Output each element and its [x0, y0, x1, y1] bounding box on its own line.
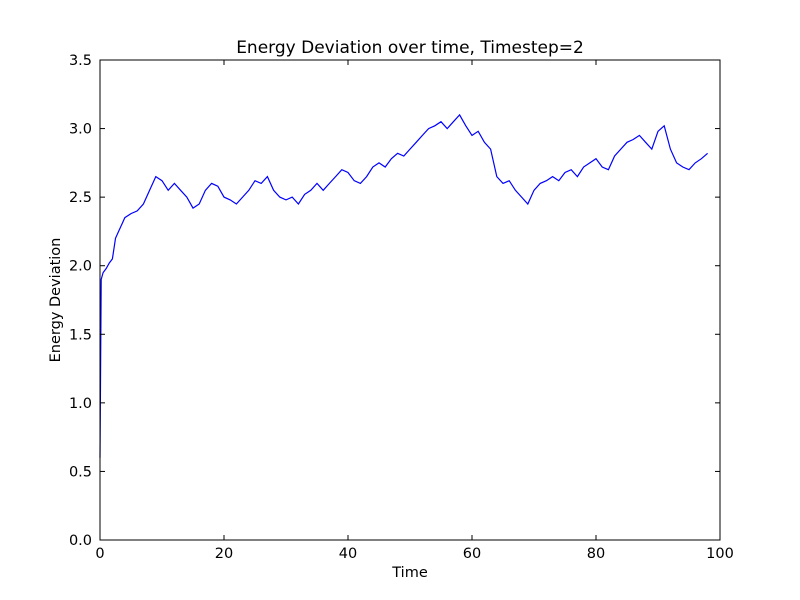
- series-line: [99, 113, 708, 458]
- x-tick-label: 0: [95, 546, 104, 562]
- chart-title: Energy Deviation over time, Timestep=2: [236, 38, 584, 58]
- plot-background: [100, 60, 720, 540]
- y-tick-label: 2.0: [69, 259, 92, 275]
- y-tick-label: 0.5: [69, 464, 92, 480]
- plot-area: [99, 59, 721, 541]
- y-tick-label: 3.0: [69, 122, 92, 138]
- y-tick-label: 3.5: [69, 53, 92, 69]
- x-tick-label: 40: [339, 546, 357, 562]
- y-axis: 0.0 0.5 1.0 1.5 2.0 2.5 3.0 3.5: [69, 53, 720, 549]
- x-tick-label: 100: [706, 546, 734, 562]
- y-tick-label: 0.0: [69, 533, 92, 549]
- y-tick-label: 1.0: [69, 396, 92, 412]
- x-axis: 0 20 40 60 80 100: [95, 60, 734, 562]
- y-tick-label: 1.5: [69, 327, 92, 343]
- x-axis-label: Time: [391, 565, 428, 581]
- y-tick-label: 2.5: [69, 190, 92, 206]
- x-tick-label: 60: [463, 546, 481, 562]
- x-tick-label: 80: [587, 546, 605, 562]
- x-tick-label: 20: [215, 546, 233, 562]
- y-axis-label: Energy Deviation: [48, 238, 64, 363]
- plot-frame: [99, 59, 721, 541]
